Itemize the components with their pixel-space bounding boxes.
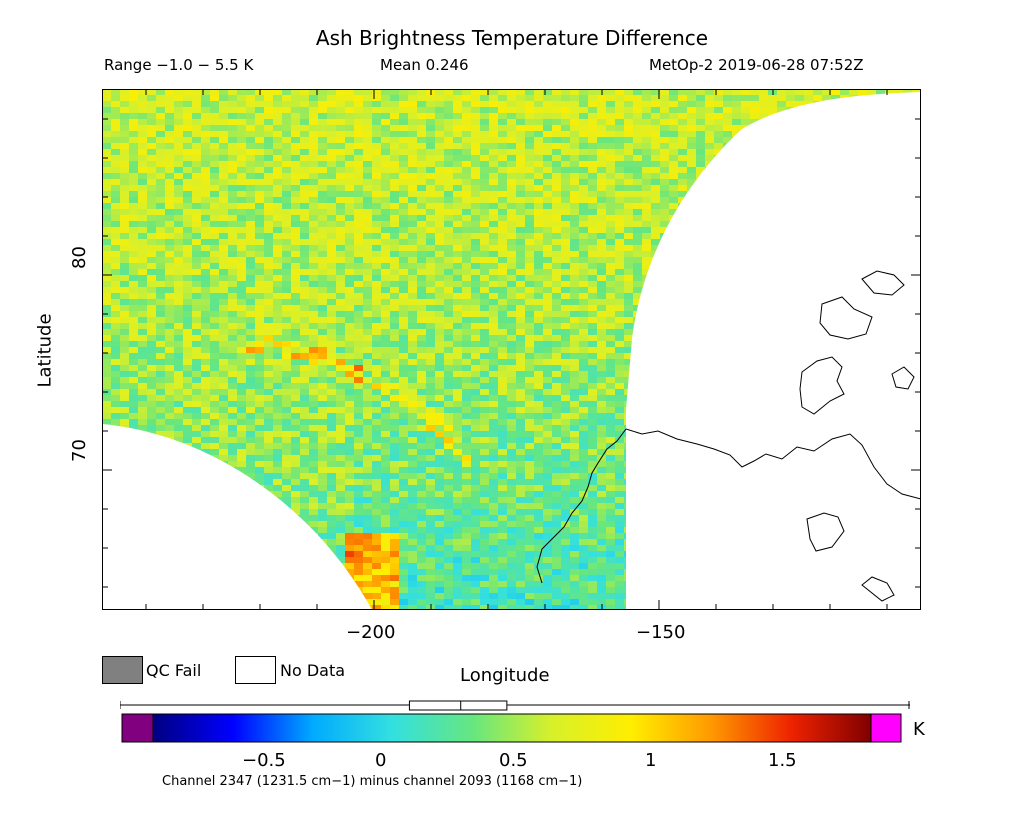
y-tick-label-70: 70 [68,439,90,462]
map-plot [102,89,921,610]
colorbar-tick-1-5: 1.5 [768,750,797,771]
x-tick-label-minus200: −200 [346,622,396,643]
satellite-time-text: MetOp-2 2019-06-28 07:52Z [649,56,864,74]
no-data-region-southwest [102,424,372,610]
qc-fail-swatch [102,656,143,684]
qc-fail-label: QC Fail [146,661,202,680]
coastline-island-4 [806,512,845,552]
no-data-region-east [626,92,921,610]
box-plot-quartiles [408,700,508,711]
plot-frame [102,89,921,610]
channel-caption: Channel 2347 (1231.5 cm−1) minus channel… [162,774,583,789]
coastline-island-5 [891,366,915,390]
colorbar-unit: K [913,719,925,740]
colorbar-over [870,713,902,743]
coastline-island-6 [861,576,895,602]
colorbar-tick-1: 1 [645,750,657,771]
coastline-alaska-west [536,428,627,584]
chart-title: Ash Brightness Temperature Difference [315,26,709,50]
colorbar-tick-0: 0 [375,750,387,771]
y-axis-label: Latitude [34,313,56,388]
axis-ticks [102,89,921,610]
coastline-island-1 [799,356,845,415]
coastlines [536,270,921,602]
no-data-swatch [235,656,276,684]
mean-text: Mean 0.246 [380,56,469,74]
colorbar-tick-0-5: 0.5 [499,750,528,771]
no-data-label: No Data [280,661,346,680]
x-axis-label: Longitude [460,665,550,686]
coastline-north-america [625,428,921,500]
coastline-island-2 [819,296,873,340]
colorbar-tick-minus0-5: −0.5 [242,750,286,771]
range-text: Range −1.0 − 5.5 K [104,56,254,74]
colorbar-under [121,713,154,743]
x-tick-label-minus150: −150 [636,622,686,643]
y-tick-label-80: 80 [68,246,90,269]
colorbar [120,700,910,743]
colorbar-gradient [152,713,872,743]
coastline-island-3 [861,270,905,296]
